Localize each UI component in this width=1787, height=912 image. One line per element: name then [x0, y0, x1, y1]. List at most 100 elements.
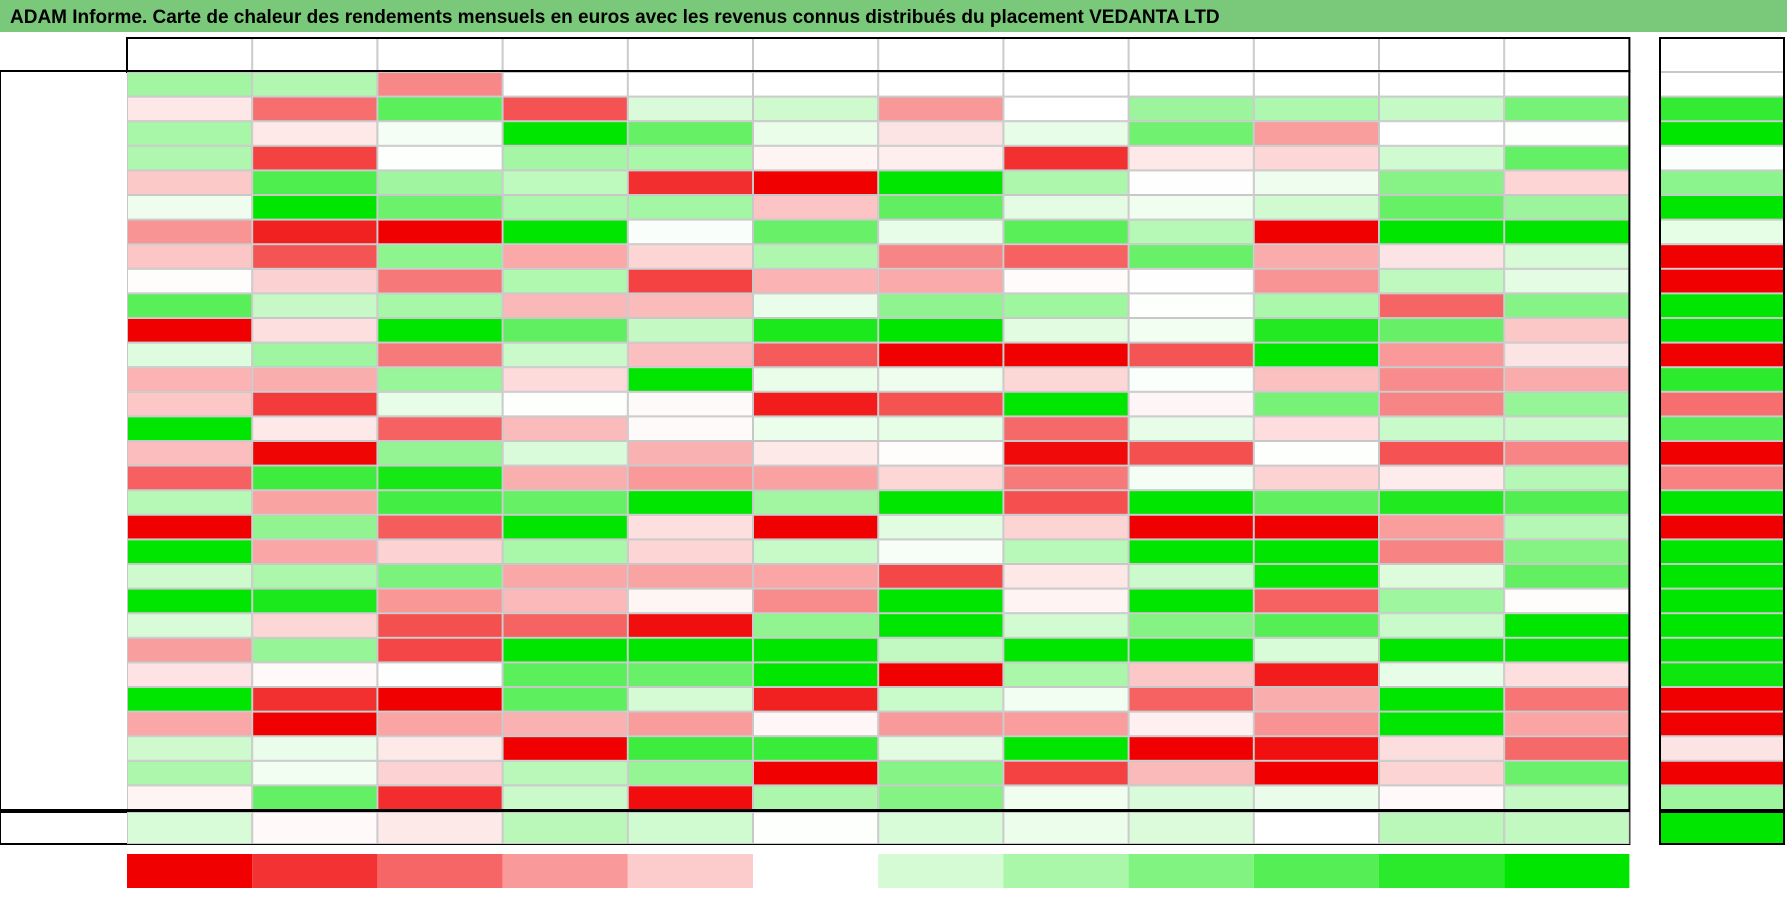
heatmap-cell [1379, 785, 1505, 811]
heatmap-cell [377, 490, 503, 515]
heatmap-cell [1128, 72, 1254, 97]
heatmap-cell [1379, 416, 1505, 441]
heatmap-cell [1504, 564, 1630, 589]
scale-swatch [502, 854, 628, 888]
heatmap-cell [878, 391, 1004, 417]
scale-swatch [377, 854, 503, 888]
heatmap-cell [1253, 760, 1380, 786]
heatmap-cell [377, 637, 503, 663]
heatmap-cell [127, 613, 253, 638]
heatmap-cell [1003, 244, 1129, 269]
average-annual-border [1659, 811, 1785, 845]
heatmap-cell [753, 637, 879, 663]
heatmap-cell [627, 121, 753, 146]
heatmap-cell [1504, 490, 1630, 515]
heatmap-cell [627, 342, 753, 368]
month-header-cell [1003, 38, 1129, 72]
month-header-cell [878, 38, 1004, 72]
heatmap-cell [878, 219, 1004, 245]
heatmap-cell [127, 195, 253, 220]
heatmap-cell [753, 318, 879, 343]
heatmap-cell [377, 514, 503, 540]
heatmap-cell [127, 662, 253, 688]
heatmap-cell [1504, 785, 1630, 811]
heatmap-cell [753, 170, 879, 195]
heatmap-cell [252, 588, 378, 614]
heatmap-cell [1504, 72, 1630, 97]
heatmap-cell [878, 72, 1004, 97]
heatmap-cell [1504, 736, 1630, 761]
heatmap-cell [1379, 195, 1505, 220]
heatmap-cell [878, 637, 1004, 663]
heatmap-cell [878, 96, 1004, 122]
heatmap-cell [502, 465, 628, 491]
heatmap-cell [1253, 268, 1380, 294]
heatmap-cell [127, 72, 253, 97]
heatmap-cell [252, 268, 378, 294]
heatmap-cell [1128, 564, 1254, 589]
scale-swatch [1504, 854, 1630, 888]
heatmap-cell [502, 662, 628, 688]
heatmap-cell [1253, 342, 1380, 368]
heatmap-cell [252, 96, 378, 122]
annual-cell [1660, 121, 1784, 146]
heatmap-cell [377, 195, 503, 220]
heatmap-cell [753, 96, 879, 122]
heatmap-cell [1504, 342, 1630, 368]
heatmap-cell [627, 465, 753, 491]
heatmap-cell [1253, 588, 1380, 614]
heatmap-cell [753, 121, 879, 146]
heatmap-cell [627, 268, 753, 294]
heatmap-cell [502, 219, 628, 245]
heatmap-cell [878, 268, 1004, 294]
heatmap-cell [502, 490, 628, 515]
heatmap-cell [252, 416, 378, 441]
average-cell [1128, 812, 1254, 844]
heatmap-cell [127, 514, 253, 540]
heatmap-cell [127, 219, 253, 245]
month-header-cell [127, 38, 253, 72]
heatmap-cell [502, 121, 628, 146]
heatmap-cell [753, 564, 879, 589]
heatmap-cell [127, 268, 253, 294]
heatmap-cell [377, 760, 503, 786]
heatmap-cell [1253, 637, 1380, 663]
heatmap-cell [252, 662, 378, 688]
heatmap-cell [127, 367, 253, 392]
heatmap-cell [878, 441, 1004, 466]
heatmap-cell [252, 785, 378, 811]
heatmap-cell [252, 342, 378, 368]
heatmap-cell [1128, 391, 1254, 417]
heatmap-cell [252, 244, 378, 269]
heatmap-cell [1003, 391, 1129, 417]
heatmap-cell [1128, 785, 1254, 811]
heatmap-cell [878, 145, 1004, 171]
heatmap-cell [502, 760, 628, 786]
heatmap-cell [753, 416, 879, 441]
heatmap-cell [627, 785, 753, 811]
heatmap-cell [377, 367, 503, 392]
heatmap-cell [1003, 342, 1129, 368]
heatmap-cell [627, 170, 753, 195]
heatmap-cell [1504, 219, 1630, 245]
heatmap-cell [1003, 490, 1129, 515]
heatmap-cell [1003, 293, 1129, 318]
heatmap-cell [1504, 588, 1630, 614]
heatmap-cell [1128, 662, 1254, 688]
heatmap-cell [1003, 219, 1129, 245]
heatmap-cell [1253, 72, 1380, 97]
title-bar [0, 0, 1787, 32]
heatmap-cell [627, 96, 753, 122]
heatmap-cell [127, 687, 253, 712]
average-cell [377, 812, 503, 844]
heatmap-cell [502, 293, 628, 318]
heatmap-cell [878, 662, 1004, 688]
month-header-cell [753, 38, 879, 72]
heatmap-cell [127, 785, 253, 811]
heatmap-cell [1253, 195, 1380, 220]
heatmap-cell [1253, 539, 1380, 565]
heatmap-cell [1003, 588, 1129, 614]
heatmap-cell [252, 736, 378, 761]
heatmap-cell [753, 711, 879, 737]
heatmap-cell [252, 318, 378, 343]
